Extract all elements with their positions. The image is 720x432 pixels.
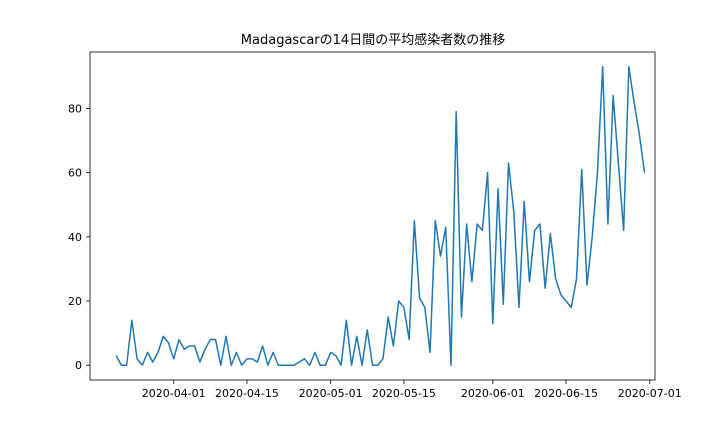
x-tick-label: 2020-06-15 <box>534 387 598 400</box>
y-tick-label: 20 <box>68 295 82 308</box>
plot-frame <box>89 51 656 381</box>
y-tick-label: 60 <box>68 167 82 180</box>
x-tick-label: 2020-06-01 <box>461 387 525 400</box>
chart-title: Madagascarの14日間の平均感染者数の推移 <box>241 32 505 48</box>
y-tick-label: 0 <box>75 359 82 372</box>
y-tick-label: 40 <box>68 231 82 244</box>
x-tick-label: 2020-07-01 <box>618 387 682 400</box>
plot-area: 0 20 40 60 80 2020-04-01 2020-04-15 2020-05-01 2… <box>68 51 682 400</box>
x-tick-label: 2020-04-01 <box>142 387 206 400</box>
series-line-0 <box>115 66 646 366</box>
x-tick-label: 2020-04-15 <box>215 387 279 400</box>
x-tick-label: 2020-05-01 <box>299 387 363 400</box>
y-tick-label: 80 <box>68 102 82 115</box>
x-tick-label: 2020-05-15 <box>372 387 436 400</box>
